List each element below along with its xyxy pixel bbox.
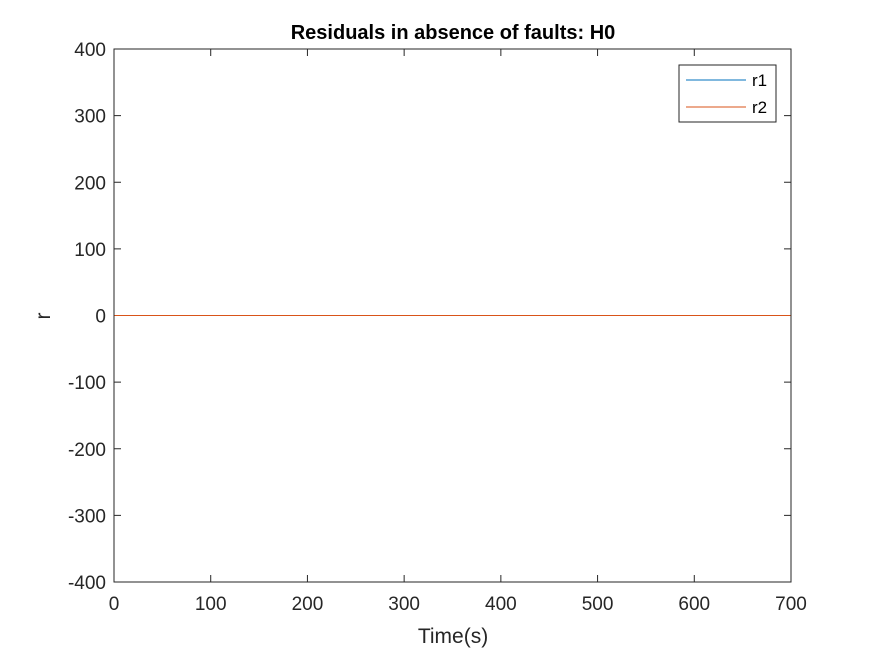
- x-tick-label: 600: [678, 594, 710, 615]
- x-tick-label: 200: [292, 594, 324, 615]
- y-tick-label: 0: [95, 307, 106, 328]
- legend-label-r1: r1: [752, 71, 767, 90]
- x-tick-label: 300: [388, 594, 420, 615]
- legend-label-r2: r2: [752, 98, 767, 117]
- x-axis-ticks: 0 100 200 300 400 500 600 700: [109, 49, 807, 615]
- y-tick-label: 100: [74, 240, 106, 261]
- x-tick-label: 500: [582, 594, 614, 615]
- y-axis-ticks: -400 -300 -200 -100 0 100 200 300 400: [68, 40, 791, 594]
- x-tick-label: 400: [485, 594, 517, 615]
- y-tick-label: -100: [68, 373, 106, 394]
- y-tick-label: -200: [68, 440, 106, 461]
- y-tick-label: 200: [74, 173, 106, 194]
- y-tick-label: 400: [74, 40, 106, 61]
- x-tick-label: 100: [195, 594, 227, 615]
- legend-box: [678, 64, 777, 123]
- x-tick-label: 700: [775, 594, 807, 615]
- y-tick-label: -300: [68, 506, 106, 527]
- y-axis-label: r: [32, 313, 55, 320]
- x-tick-label: 0: [109, 594, 120, 615]
- y-tick-label: -400: [68, 573, 106, 594]
- chart-title: Residuals in absence of faults: H0: [291, 22, 616, 44]
- y-tick-label: 300: [74, 107, 106, 128]
- x-axis-label: Time(s): [418, 625, 488, 648]
- axes-box: [113, 48, 792, 583]
